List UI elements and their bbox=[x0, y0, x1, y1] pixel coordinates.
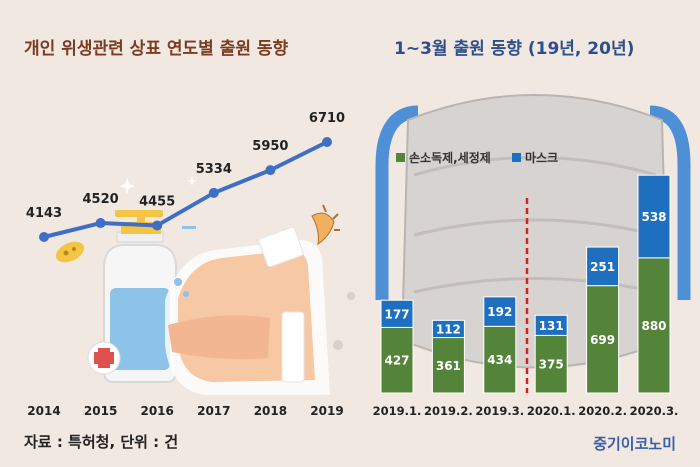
x-tick-label: 2020.2. bbox=[578, 404, 627, 418]
brand-logo-text: 중기이코노미 bbox=[593, 435, 676, 453]
data-point bbox=[208, 187, 219, 198]
bar-mask bbox=[431, 319, 465, 339]
bar-value-label: 131 bbox=[539, 319, 564, 333]
left-chart-title: 개인 위생관련 상표 연도별 출원 동향 bbox=[24, 38, 289, 59]
bar-sanitizer bbox=[637, 257, 671, 394]
x-tick-label: 2019.3. bbox=[475, 404, 524, 418]
bar-value-label: 361 bbox=[436, 359, 461, 373]
bar-value-label: 434 bbox=[487, 353, 512, 367]
x-tick-label: 2019.2. bbox=[424, 404, 473, 418]
x-tick-label: 2019 bbox=[310, 404, 343, 418]
data-label: 4143 bbox=[26, 206, 62, 221]
bar-sanitizer bbox=[534, 334, 568, 394]
data-point bbox=[152, 220, 163, 231]
x-tick-label: 2014 bbox=[27, 404, 60, 418]
line-chart: 4143 4520 4455 5334 5950 6710 2014 2015 2016 201… bbox=[26, 111, 345, 418]
x-tick-label: 2020.1. bbox=[527, 404, 576, 418]
bar-value-label: 880 bbox=[641, 319, 666, 333]
legend-label-mask: 마스크 bbox=[525, 150, 558, 165]
series-line bbox=[43, 140, 328, 239]
legend-label-sanitizer: 손소독제,세정제 bbox=[409, 150, 491, 165]
sanitizer-bottle-icon bbox=[87, 210, 177, 383]
x-tick-label: 2017 bbox=[197, 404, 230, 418]
legend-swatch-mask bbox=[512, 153, 521, 162]
source-note: 자료 : 특허청, 단위 : 건 bbox=[24, 433, 178, 451]
data-point bbox=[322, 137, 332, 147]
bar-mask bbox=[534, 314, 568, 336]
bar-sanitizer bbox=[380, 326, 414, 394]
data-point bbox=[39, 232, 49, 242]
sparkle-icons bbox=[119, 176, 355, 350]
bar-mask bbox=[380, 299, 414, 328]
data-point bbox=[265, 165, 276, 176]
x-tick-label: 2016 bbox=[140, 404, 173, 418]
data-label: 4455 bbox=[139, 194, 175, 209]
data-label: 5334 bbox=[196, 162, 232, 177]
data-label: 5950 bbox=[252, 139, 288, 154]
bar-value-label: 112 bbox=[436, 322, 461, 336]
bar-value-label: 427 bbox=[384, 354, 409, 368]
bar-value-label: 538 bbox=[641, 210, 666, 224]
data-label: 4520 bbox=[83, 192, 119, 207]
x-tick-label: 2018 bbox=[254, 404, 287, 418]
bar-mask bbox=[483, 296, 517, 327]
legend-swatch-sanitizer bbox=[396, 153, 405, 162]
stacked-bar-chart: 손소독제,세정제 마스크 427 177 361 112 434 192 375 131 699… bbox=[373, 150, 679, 418]
data-point bbox=[95, 218, 106, 229]
legend: 손소독제,세정제 마스크 bbox=[396, 150, 558, 165]
x-tick-label: 2015 bbox=[84, 404, 117, 418]
bar-sanitizer bbox=[431, 337, 465, 394]
bar-mask bbox=[637, 174, 671, 259]
right-chart-title: 1~3월 출원 동향 (19년, 20년) bbox=[394, 38, 634, 59]
bar-value-label: 375 bbox=[539, 358, 564, 372]
germ-icon bbox=[55, 204, 340, 263]
bar-value-label: 192 bbox=[487, 305, 512, 319]
bar-mask bbox=[586, 246, 620, 287]
bar-value-label: 251 bbox=[590, 260, 615, 274]
bar-value-label: 177 bbox=[384, 307, 409, 321]
hands-illustration bbox=[165, 226, 330, 395]
bar-value-label: 699 bbox=[590, 333, 615, 347]
x-tick-label: 2019.1. bbox=[373, 404, 422, 418]
data-label: 6710 bbox=[309, 111, 345, 126]
x-tick-label: 2020.3. bbox=[630, 404, 679, 418]
